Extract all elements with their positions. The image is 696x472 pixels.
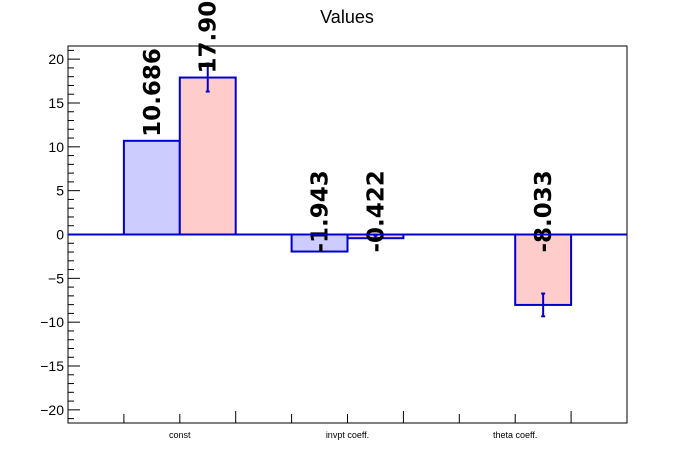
data-label: -1.943 <box>308 170 334 252</box>
data-label: -8.033 <box>531 170 557 252</box>
y-tick-label: −15 <box>40 358 64 374</box>
bar <box>122 139 181 236</box>
y-tick-label: 10 <box>48 139 64 155</box>
y-tick-label: −10 <box>40 314 64 330</box>
x-category-label: theta coeff. <box>493 430 537 440</box>
y-tick-label: −20 <box>40 402 64 418</box>
data-label: -0.422 <box>363 170 389 252</box>
y-tick-label: −5 <box>48 270 64 286</box>
data-label: 17.902 <box>196 0 222 74</box>
bar <box>178 76 237 236</box>
x-category-label: invpt coeff. <box>326 430 369 440</box>
plot-area: −20 −15 −10 −5 0 5 10 15 20 const invpt coeff. thet… <box>40 0 628 440</box>
x-category-label: const <box>169 430 191 440</box>
data-label: 10.686 <box>140 48 166 137</box>
chart-title: Values <box>320 7 374 27</box>
y-tick-label: 20 <box>48 51 64 67</box>
y-tick-label: 0 <box>56 227 64 243</box>
y-tick-label: 5 <box>56 183 64 199</box>
y-tick-label: 15 <box>48 95 64 111</box>
